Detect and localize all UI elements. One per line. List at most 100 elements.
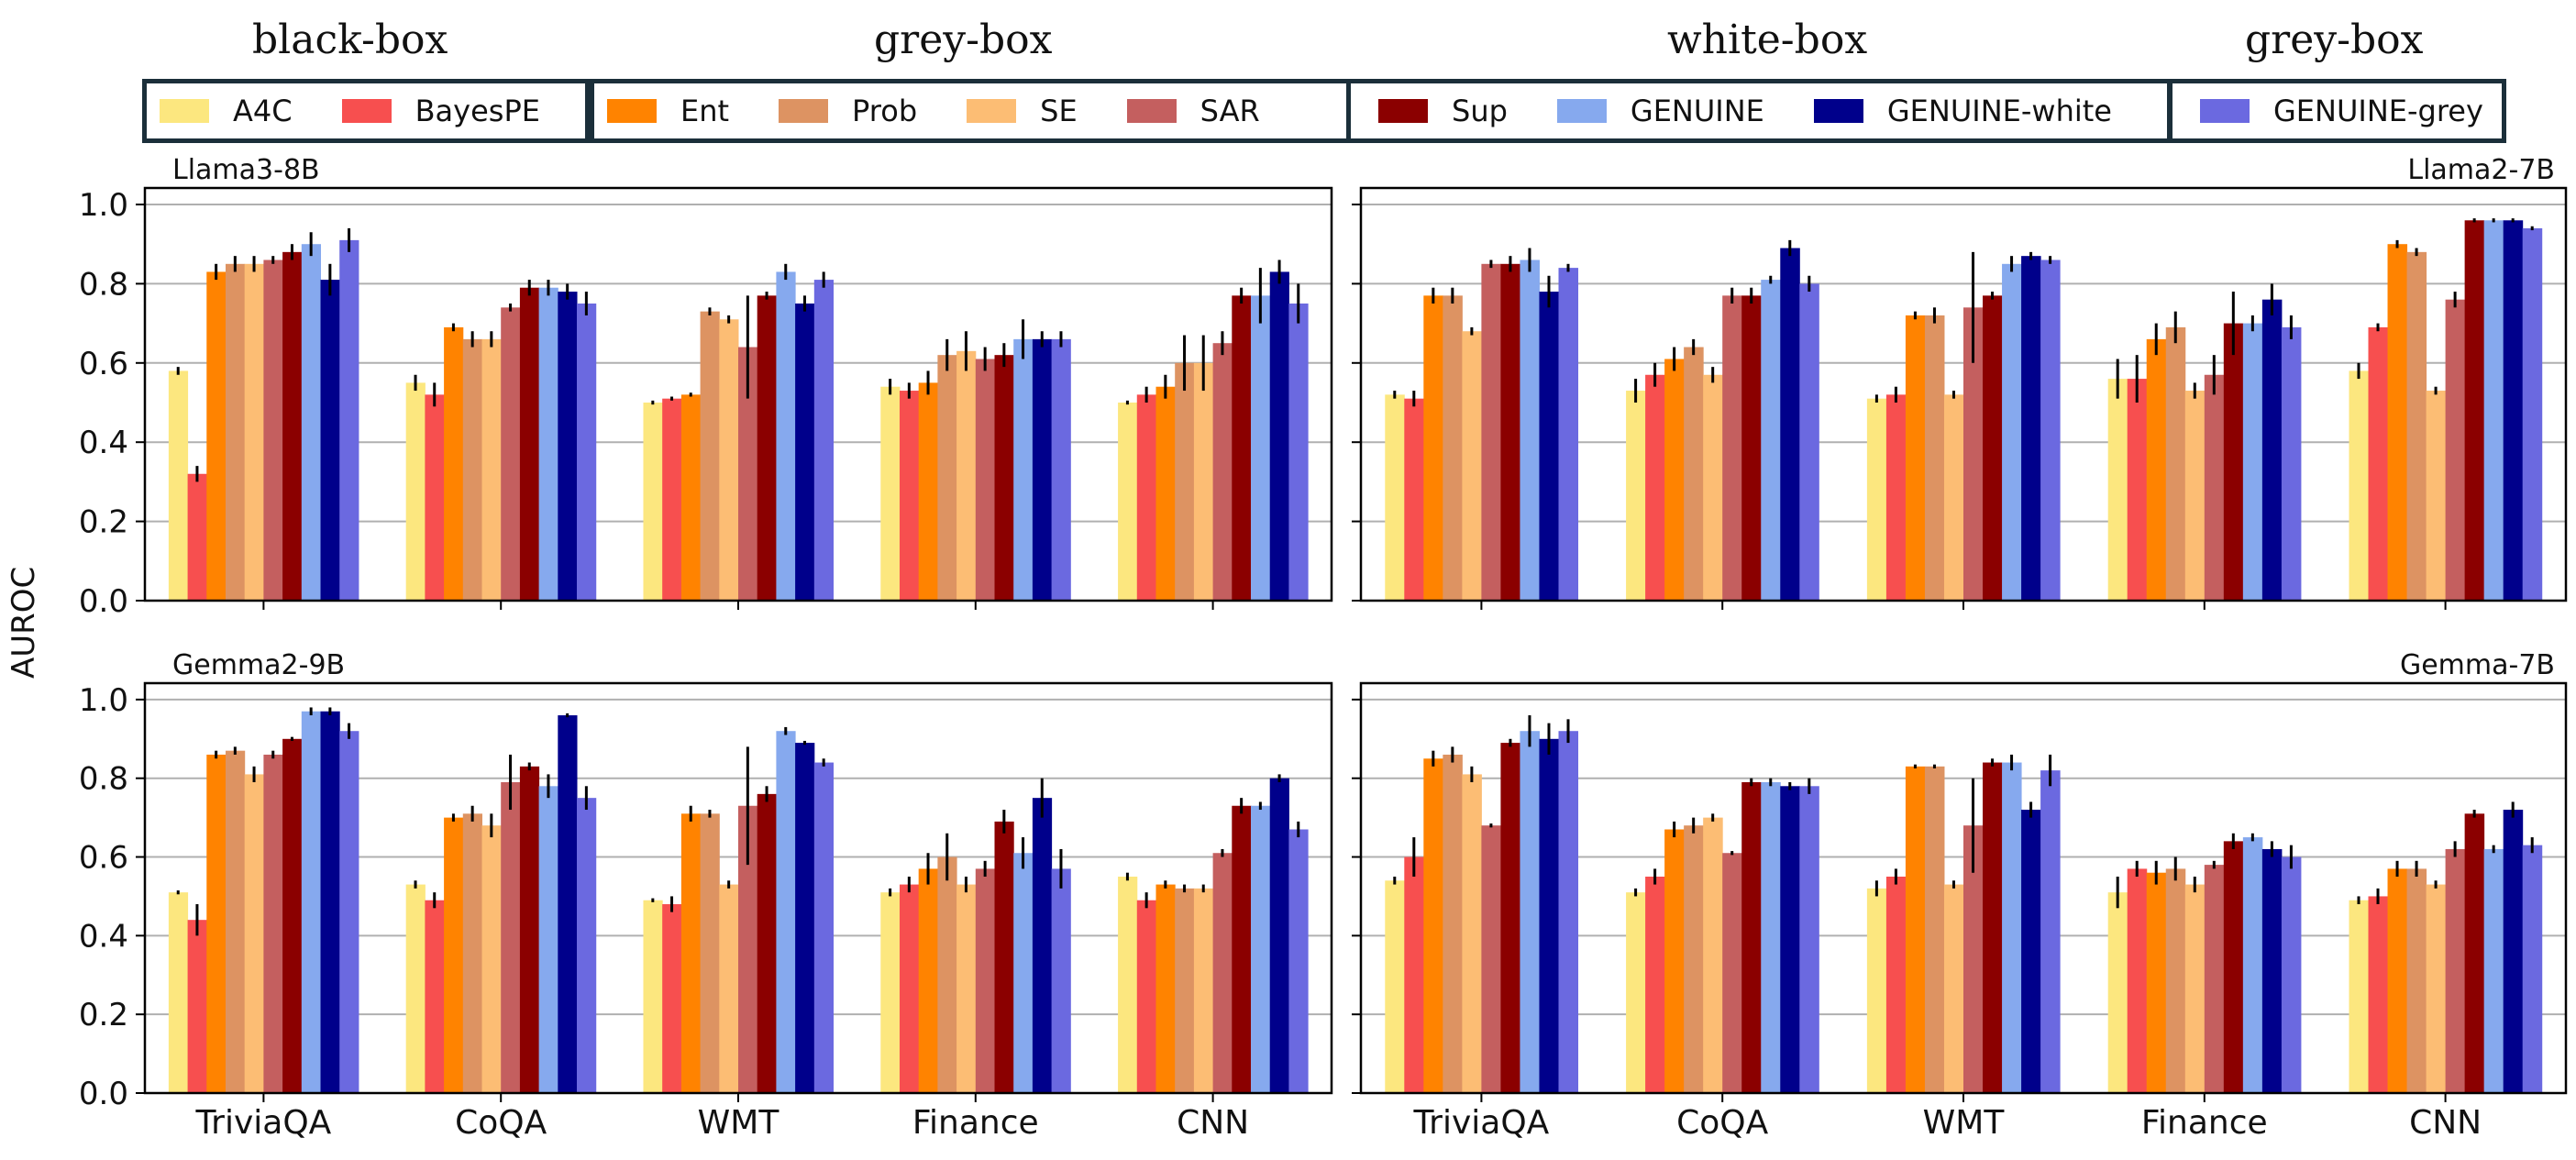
bar-a4c-cnn [1118, 876, 1138, 1093]
bar-genuine-triviaqa [301, 244, 322, 601]
bar-genuine-grey-triviaqa [1558, 731, 1579, 1093]
legend-label-a4c: A4C [233, 94, 293, 128]
bar-bayespe-wmt [662, 904, 682, 1093]
legend-item-genuine-grey: GENUINE-grey [2200, 94, 2483, 128]
legend-label-prob: Prob [852, 94, 918, 128]
legend-box-grey-box: Ent Prob SE SAR [590, 79, 1351, 143]
legend-group-title-grey-box-2: grey-box [2245, 17, 2424, 63]
legend-item-ent: Ent [607, 94, 729, 128]
bar-genuine-white-finance [1032, 338, 1053, 601]
y-tick-label: 0.0 [79, 1076, 128, 1112]
bar-prob-triviaqa [1443, 754, 1463, 1093]
bar-genuine-white-finance [2261, 299, 2283, 601]
bar-ent-triviaqa [1423, 758, 1443, 1093]
legend-box-grey-box-2: GENUINE-grey [2168, 79, 2506, 143]
bar-prob-finance [2165, 326, 2186, 601]
x-tick-label-cnn: CNN [2409, 1104, 2482, 1142]
bar-prob-cnn [1175, 888, 1195, 1093]
legend-group-title-black-box: black-box [252, 17, 448, 63]
bar-bayespe-cnn [1136, 394, 1156, 601]
bar-genuine-grey-cnn [1288, 829, 1309, 1093]
legend-swatch-sup [1378, 99, 1428, 123]
bar-a4c-wmt [643, 403, 663, 601]
bar-genuine-white-triviaqa [320, 280, 340, 601]
panel-title-llama3-8b: Llama3-8B [172, 154, 320, 186]
bar-prob-coqa [1684, 825, 1704, 1093]
bar-sar-wmt [1963, 307, 1984, 601]
bar-genuine-white-cnn [2503, 810, 2524, 1093]
x-tick-label-coqa: CoQA [1676, 1104, 1768, 1142]
bar-prob-finance [937, 856, 957, 1093]
legend-label-genuine-grey: GENUINE-grey [2273, 94, 2483, 128]
bar-se-finance [956, 884, 977, 1093]
bar-sup-triviaqa [282, 251, 303, 601]
bar-a4c-coqa [1626, 892, 1646, 1093]
bar-ent-triviaqa [1423, 295, 1443, 601]
bar-bayespe-triviaqa [1404, 856, 1424, 1093]
bar-se-coqa [1703, 817, 1723, 1093]
legend-label-bayespe: BayesPE [415, 94, 540, 128]
panel-frame [143, 186, 1333, 602]
bar-a4c-triviaqa [168, 370, 189, 601]
bar-sar-triviaqa [263, 260, 283, 601]
bar-genuine-wmt [776, 271, 796, 601]
bar-genuine-grey-cnn [1288, 304, 1309, 601]
bar-prob-wmt [700, 813, 720, 1093]
bar-sar-coqa [501, 307, 521, 601]
bar-genuine-wmt [776, 731, 796, 1093]
bar-prob-coqa [462, 338, 482, 601]
bar-se-wmt [1943, 394, 1964, 601]
bar-prob-wmt [1924, 766, 1945, 1093]
bar-a4c-coqa [1626, 391, 1646, 601]
bar-se-triviaqa [244, 774, 264, 1093]
legend-item-sar: SAR [1126, 94, 1260, 128]
bar-sar-triviaqa [263, 754, 283, 1093]
bar-a4c-wmt [643, 900, 663, 1093]
bar-sup-wmt [757, 793, 777, 1093]
bar-genuine-grey-wmt [2040, 260, 2061, 601]
bar-sup-coqa [1741, 781, 1762, 1093]
y-tick-label: 0.8 [79, 761, 128, 798]
legend-item-genuine: GENUINE [1556, 94, 1764, 128]
bar-sup-finance [2223, 323, 2244, 601]
legend-swatch-sar [1126, 99, 1177, 123]
bar-genuine-white-wmt [795, 304, 815, 601]
x-tick-label-triviaqa: TriviaQA [194, 1104, 331, 1142]
legend-box-black-box: A4C BayesPE [142, 79, 590, 143]
x-tick-label-wmt: WMT [698, 1104, 780, 1142]
bar-genuine-white-wmt [795, 743, 815, 1093]
bar-ent-coqa [444, 326, 464, 601]
bar-a4c-triviaqa [1385, 880, 1405, 1093]
bar-prob-triviaqa [225, 263, 246, 601]
bar-genuine-white-cnn [1269, 271, 1289, 601]
bar-bayespe-triviaqa [1404, 398, 1424, 601]
bar-bayespe-coqa [425, 900, 445, 1093]
panel-title-gemma-7b: Gemma-7B [2400, 649, 2555, 681]
bar-prob-cnn [2406, 868, 2427, 1093]
bar-se-finance [2184, 884, 2206, 1093]
bar-genuine-coqa [1761, 781, 1781, 1093]
bar-ent-cnn [1155, 386, 1176, 601]
y-tick-label: 0.4 [79, 425, 128, 461]
bar-ent-wmt [680, 813, 702, 1093]
bar-genuine-white-finance [2261, 848, 2283, 1093]
bar-a4c-finance [2107, 892, 2128, 1093]
bar-prob-triviaqa [1443, 295, 1463, 601]
bar-ent-cnn [2387, 868, 2408, 1093]
x-tick-label-finance: Finance [912, 1104, 1039, 1142]
bar-se-triviaqa [1462, 774, 1482, 1093]
bar-ent-finance [2146, 338, 2167, 601]
bar-sup-cnn [2464, 813, 2485, 1093]
bar-sup-triviaqa [1500, 743, 1520, 1093]
bar-ent-cnn [1155, 884, 1176, 1093]
bar-sup-wmt [1983, 295, 2003, 601]
bar-bayespe-wmt [1885, 876, 1907, 1093]
bar-sup-coqa [1741, 295, 1762, 601]
bar-a4c-wmt [1866, 888, 1887, 1093]
legend-swatch-genuine [1556, 99, 1607, 123]
bar-se-coqa [481, 825, 502, 1093]
bar-genuine-white-cnn [2503, 220, 2524, 601]
bar-sar-wmt [738, 347, 758, 601]
bar-genuine-white-coqa [1780, 786, 1800, 1093]
